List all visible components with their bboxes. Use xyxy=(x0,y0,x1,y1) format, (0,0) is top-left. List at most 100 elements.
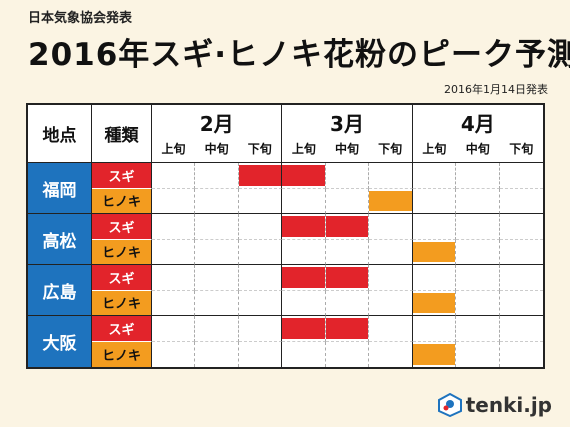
period-cell xyxy=(195,188,239,214)
location-label: 大阪 xyxy=(28,316,92,367)
period-cell xyxy=(412,316,457,342)
period-cell xyxy=(325,290,370,316)
type-sugi: スギ xyxy=(92,163,152,189)
period-cell xyxy=(456,239,500,265)
period-cell xyxy=(152,290,196,316)
page-title: 2016年スギ·ヒノキ花粉のピーク予測 xyxy=(28,37,570,73)
period-cell xyxy=(282,290,326,316)
period-cell xyxy=(238,290,283,316)
sugi-peak-bar xyxy=(282,318,325,339)
period-cell xyxy=(238,188,283,214)
sugi-peak-bar xyxy=(238,165,282,186)
sugi-peak-bar xyxy=(282,165,325,186)
period-cell xyxy=(499,214,543,240)
period-cell xyxy=(325,239,370,265)
period-label: 中旬 xyxy=(465,142,490,156)
period-cell xyxy=(456,265,500,291)
period-cell xyxy=(456,290,500,316)
period-cell xyxy=(282,214,326,240)
period-cell xyxy=(412,214,457,240)
hinoki-peak-bar xyxy=(412,292,456,313)
period-cell xyxy=(195,341,239,367)
type-sugi: スギ xyxy=(92,214,152,240)
period-cell xyxy=(195,290,239,316)
period-cell xyxy=(238,163,283,189)
period-cell xyxy=(325,188,370,214)
period-cell xyxy=(195,214,239,240)
month-label: 3月 xyxy=(330,112,364,136)
period-cell xyxy=(412,290,457,316)
sugi-peak-bar xyxy=(325,216,369,237)
period-cell xyxy=(412,239,457,265)
type-hinoki: ヒノキ xyxy=(92,239,152,265)
type-hinoki: ヒノキ xyxy=(92,188,152,214)
period-label: 上旬 xyxy=(291,142,316,156)
period-cell xyxy=(456,163,500,189)
period-cell xyxy=(152,341,196,367)
period-cell xyxy=(152,265,196,291)
period-cell xyxy=(326,341,370,367)
period-label: 上旬 xyxy=(161,142,186,156)
sugi-peak-bar xyxy=(325,318,369,339)
period-cell xyxy=(500,342,543,368)
period-cell xyxy=(238,265,283,291)
sugi-peak-bar xyxy=(325,267,369,288)
period-cell xyxy=(412,188,457,214)
period-cell xyxy=(239,341,283,367)
month-label: 4月 xyxy=(460,112,495,136)
period-cell xyxy=(152,316,196,342)
month-header: 3月 上旬 中旬 下旬 xyxy=(282,105,413,163)
period-cell xyxy=(499,240,543,265)
period-cell xyxy=(369,265,413,291)
hinoki-peak-bar xyxy=(412,343,456,365)
type-hinoki: ヒノキ xyxy=(92,290,152,316)
period-cell xyxy=(195,239,239,265)
month-header: 4月 上旬 中旬 下旬 xyxy=(412,105,543,163)
period-label: 下旬 xyxy=(509,142,534,156)
period-label: 中旬 xyxy=(334,142,359,156)
type-sugi: スギ xyxy=(92,316,152,342)
period-cell xyxy=(412,163,457,189)
period-label: 下旬 xyxy=(247,142,272,156)
pollen-peak-table: 地点 種類 2月 上旬 中旬 下旬 3月 上旬 中旬 下旬 4月 上旬 中旬 下旬 福岡 スギ ヒノキ 高松 スギヒ… xyxy=(26,103,545,369)
location-label: 高松 xyxy=(28,214,92,265)
period-cell xyxy=(152,188,196,214)
hinoki-peak-bar xyxy=(412,241,456,262)
period-cell xyxy=(238,239,283,265)
period-cell xyxy=(238,316,283,342)
sugi-peak-bar xyxy=(282,267,325,288)
period-cell xyxy=(369,341,413,367)
period-cell xyxy=(499,291,543,316)
month-label: 2月 xyxy=(199,112,234,136)
period-cell xyxy=(499,316,543,342)
period-cell xyxy=(456,214,500,240)
period-label: 下旬 xyxy=(378,142,403,156)
logo-text: tenki.jp xyxy=(465,393,552,417)
tenki-logo[interactable]: tenki.jp xyxy=(437,393,552,417)
period-cell xyxy=(282,265,326,291)
location-label: 広島 xyxy=(28,265,92,316)
source-label: 日本気象協会発表 xyxy=(28,11,133,26)
period-cell xyxy=(325,316,370,342)
period-cell xyxy=(369,163,413,189)
period-label: 上旬 xyxy=(422,142,447,156)
period-cell xyxy=(195,265,239,291)
period-cell xyxy=(238,214,283,240)
period-cell xyxy=(282,239,326,265)
period-label: 中旬 xyxy=(204,142,229,156)
publish-date: 2016年1月14日発表 xyxy=(444,83,548,96)
period-cell xyxy=(282,188,326,214)
period-cell xyxy=(456,188,500,214)
period-cell xyxy=(369,214,413,240)
period-cell xyxy=(282,341,326,367)
period-row: 上旬 中旬 下旬 xyxy=(152,140,281,162)
period-cell xyxy=(325,214,370,240)
period-cell xyxy=(369,239,413,265)
period-cell xyxy=(499,265,543,291)
header-type: 種類 xyxy=(92,105,152,163)
location-label: 福岡 xyxy=(28,163,92,214)
period-cell xyxy=(369,290,413,316)
period-cell xyxy=(456,341,500,367)
period-cell xyxy=(195,163,239,189)
period-cell xyxy=(499,189,543,214)
